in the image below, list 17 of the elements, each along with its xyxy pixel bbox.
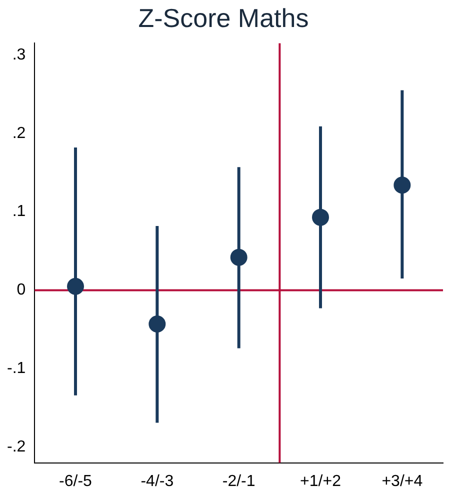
y-tick-label: .2 — [12, 124, 26, 142]
y-tick-label: .3 — [12, 46, 26, 64]
point — [312, 208, 329, 226]
point — [394, 176, 411, 194]
x-tick-label: -6/-5 — [59, 472, 92, 490]
point — [230, 248, 248, 266]
y-tick-label: 0 — [16, 282, 26, 299]
x-tick-label: -2/-1 — [222, 472, 256, 490]
x-tick-label: -4/-3 — [140, 472, 174, 490]
x-tick-label: +1/+2 — [300, 472, 342, 490]
point — [148, 315, 166, 332]
chart-title: Z-Score Maths — [138, 2, 309, 33]
y-tick-label: -.2 — [7, 438, 26, 456]
point — [67, 278, 84, 295]
x-tick-label: +3/+4 — [382, 472, 423, 490]
y-tick-label: .1 — [12, 203, 26, 220]
y-tick-label: -.1 — [7, 360, 26, 378]
